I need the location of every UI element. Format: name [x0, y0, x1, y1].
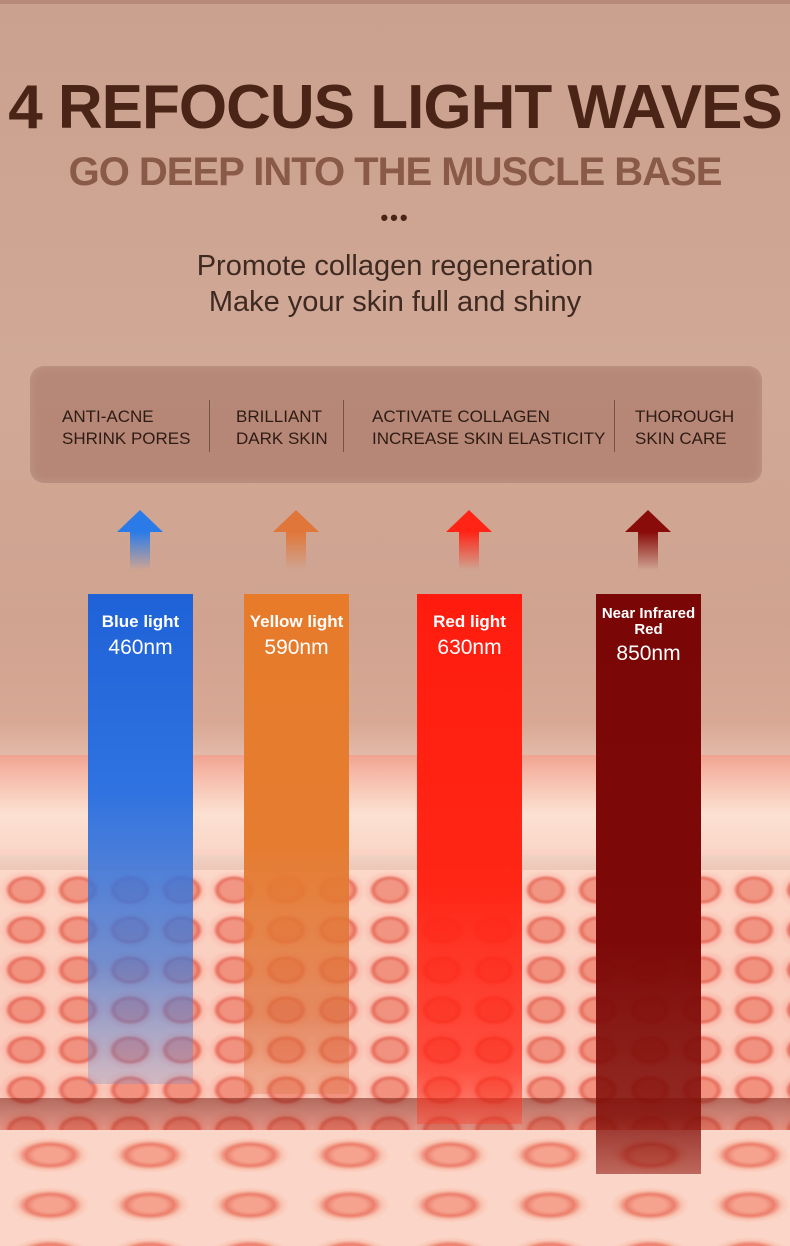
- benefit-brilliant: BRILLIANT DARK SKIN: [236, 406, 328, 450]
- benefit-line-1: THOROUGH: [635, 407, 735, 426]
- benefit-line-1: ANTI-ACNE: [62, 407, 154, 426]
- light-wavelength: 460nm: [108, 636, 173, 659]
- light-name: Near Infrared Red: [601, 605, 696, 638]
- light-wavelength: 850nm: [616, 642, 681, 665]
- light-name: Yellow light: [249, 612, 344, 631]
- tagline-line-1: Promote collagen regeneration: [196, 250, 594, 282]
- light-wavelength: 630nm: [437, 636, 502, 659]
- benefit-line-2: SKIN CARE: [635, 429, 727, 448]
- benefits-panel: [30, 366, 762, 483]
- light-name: Blue light: [101, 612, 180, 631]
- benefit-separator: [614, 400, 615, 452]
- benefit-separator: [209, 400, 210, 452]
- benefit-thorough: THOROUGH SKIN CARE: [635, 406, 734, 450]
- up-arrow-icon: [625, 510, 671, 570]
- benefit-separator: [343, 400, 344, 452]
- top-border: [0, 0, 790, 4]
- benefit-line-2: SHRINK PORES: [62, 429, 191, 448]
- benefit-line-2: INCREASE SKIN ELASTICITY: [372, 429, 606, 448]
- near-infrared-bar: Near Infrared Red 850nm: [596, 594, 701, 1174]
- page-title: 4 REFOCUS LIGHT WAVES: [8, 73, 783, 142]
- red-light-bar: Red light 630nm: [417, 594, 522, 1124]
- tagline-line-2: Make your skin full and shiny: [208, 286, 582, 318]
- page-subtitle: GO DEEP INTO THE MUSCLE BASE: [68, 150, 723, 194]
- benefit-anti-acne: ANTI-ACNE SHRINK PORES: [62, 406, 190, 450]
- benefit-line-1: BRILLIANT: [236, 407, 322, 426]
- dots-divider: •••: [380, 205, 410, 230]
- benefit-line-1: ACTIVATE COLLAGEN: [372, 407, 550, 426]
- light-wavelength: 590nm: [264, 636, 329, 659]
- light-name: Red light: [433, 612, 506, 631]
- blue-light-bar: Blue light 460nm: [88, 594, 193, 1084]
- benefit-activate-collagen: ACTIVATE COLLAGEN INCREASE SKIN ELASTICI…: [372, 406, 605, 450]
- up-arrow-icon: [273, 510, 319, 570]
- benefit-line-2: DARK SKIN: [236, 429, 328, 448]
- yellow-light-bar: Yellow light 590nm: [244, 594, 349, 1094]
- up-arrow-icon: [446, 510, 492, 570]
- up-arrow-icon: [117, 510, 163, 570]
